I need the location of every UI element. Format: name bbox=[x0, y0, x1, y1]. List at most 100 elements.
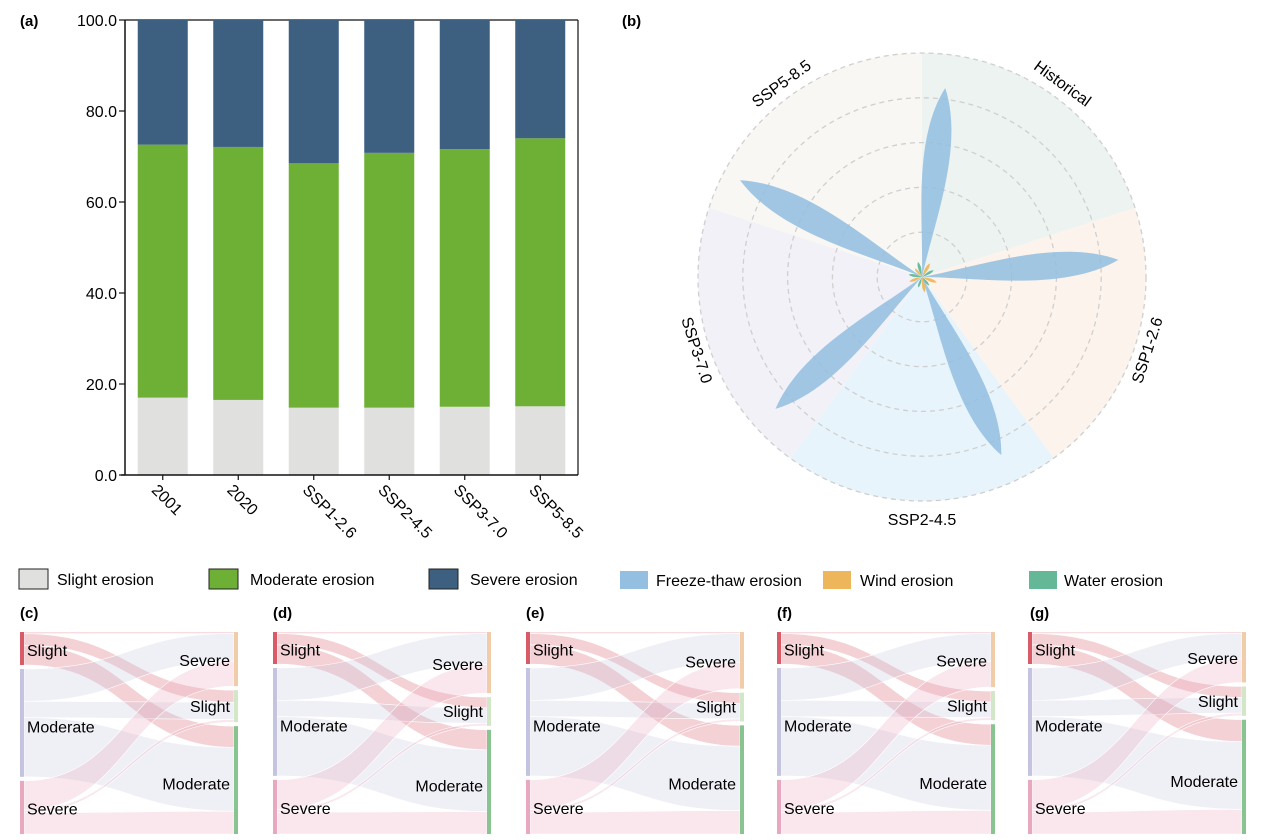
sankey-panel-g: Slight Moderate Severe Severe Slight Moderate bbox=[1028, 631, 1246, 835]
sankey-node-left-moderate bbox=[1028, 668, 1032, 776]
sankey-node-right-slight bbox=[487, 697, 491, 726]
sankey-link-severe-to-slight bbox=[276, 722, 488, 813]
legend-swatch-slight bbox=[18, 568, 49, 590]
sankey-node-right-moderate bbox=[1242, 719, 1246, 834]
sankey-node-right-severe bbox=[991, 632, 995, 688]
sankey-node-label-left-severe: Severe bbox=[280, 801, 331, 818]
bar-severe-erosion-ssp1-2-6 bbox=[288, 20, 339, 164]
sankey-node-label-left-slight: Slight bbox=[280, 642, 321, 659]
sankey-node-left-severe bbox=[1028, 779, 1032, 834]
sankey-node-label-right-slight: Slight bbox=[696, 700, 737, 717]
x-tick-label: SSP3-7.0 bbox=[450, 482, 511, 543]
sankey-node-left-slight bbox=[273, 632, 277, 665]
sankey-node-left-moderate bbox=[20, 668, 24, 777]
sector-label-ssp2-4-5: SSP2-4.5 bbox=[888, 512, 957, 529]
sankey-node-left-slight bbox=[777, 632, 781, 665]
bar-moderate-erosion-2001 bbox=[137, 144, 188, 398]
sankey-node-right-severe bbox=[740, 632, 744, 689]
petal-freeze-thaw-erosion-ssp2-4-5 bbox=[922, 277, 1002, 456]
bar-slight-erosion-ssp3-7-0 bbox=[439, 406, 490, 475]
bar-slight-erosion-ssp2-4-5 bbox=[364, 407, 415, 475]
sankey-link-slight-to-severe bbox=[23, 631, 235, 634]
x-tick-label: 2020 bbox=[223, 482, 260, 519]
sankey-panels: Slight Moderate Severe Severe Slight Moderate… bbox=[20, 631, 1246, 835]
petal-wind-erosion-4 bbox=[914, 268, 922, 277]
sector-ssp3-7-0 bbox=[697, 207, 922, 459]
sankey-node-label-right-slight: Slight bbox=[443, 704, 484, 721]
sankey-link-slight-to-severe bbox=[780, 631, 992, 634]
sankey-node-right-moderate bbox=[740, 725, 744, 834]
sankey-node-label-left-severe: Severe bbox=[784, 801, 835, 818]
sankey-node-left-severe bbox=[20, 780, 24, 834]
y-tick-label: 80.0 bbox=[86, 104, 117, 121]
polar-petal-chart: HistoricalSSP1-2.6SSP2-4.5SSP3-7.0SSP5-8… bbox=[677, 52, 1167, 529]
sankey-node-label-left-moderate: Moderate bbox=[784, 719, 852, 736]
sankey-link-slight-to-severe bbox=[529, 631, 741, 634]
sankey-node-label-right-slight: Slight bbox=[947, 698, 988, 715]
bar-severe-erosion-2001 bbox=[137, 20, 188, 145]
sankey-node-label-left-slight: Slight bbox=[533, 642, 574, 659]
sankey-node-label-left-moderate: Moderate bbox=[27, 720, 95, 737]
legend-swatch-wind bbox=[823, 571, 851, 589]
sankey-link-slight-to-severe bbox=[1031, 631, 1243, 634]
sankey-panel-d: Slight Moderate Severe Severe Slight Moderate bbox=[273, 631, 491, 835]
x-tick-label: 2001 bbox=[148, 482, 185, 519]
bar-moderate-erosion-ssp5-8-5 bbox=[515, 138, 566, 407]
legend-swatch-water bbox=[1029, 571, 1057, 589]
petal-freeze-thaw-erosion-ssp3-7-0 bbox=[775, 277, 922, 409]
sankey-node-right-slight bbox=[740, 692, 744, 722]
legend-label-wind: Wind erosion bbox=[860, 573, 953, 590]
y-tick-label: 20.0 bbox=[86, 377, 117, 394]
bar-severe-erosion-2020 bbox=[213, 20, 264, 147]
legend-label-severe: Severe erosion bbox=[470, 572, 578, 589]
sankey-node-label-right-severe: Severe bbox=[685, 654, 736, 671]
legend-label-moderate: Moderate erosion bbox=[250, 572, 375, 589]
sector-ssp2-4-5 bbox=[790, 277, 1054, 502]
sector-ssp5-8-5 bbox=[708, 53, 922, 277]
bar-moderate-erosion-ssp1-2-6 bbox=[288, 163, 339, 408]
sankey-node-left-moderate bbox=[273, 668, 277, 776]
sankey-node-right-moderate bbox=[991, 724, 995, 834]
bar-severe-erosion-ssp5-8-5 bbox=[515, 20, 566, 139]
petal-freeze-thaw-erosion-historical bbox=[921, 88, 952, 277]
sankey-node-left-severe bbox=[273, 779, 277, 834]
legend-item-water: Water erosion bbox=[1029, 571, 1163, 590]
x-tick-label: SSP5-8.5 bbox=[525, 482, 586, 543]
x-tick-label: SSP1-2.6 bbox=[299, 482, 360, 543]
y-tick-label: 0.0 bbox=[95, 468, 117, 485]
legend-item-freeze-thaw: Freeze-thaw erosion bbox=[620, 571, 802, 590]
bar-slight-erosion-2001 bbox=[137, 397, 188, 475]
bar-slight-erosion-ssp1-2-6 bbox=[288, 407, 339, 475]
petal-water-erosion-1 bbox=[922, 277, 930, 286]
sankey-node-left-moderate bbox=[526, 668, 530, 776]
petal-water-erosion-0 bbox=[922, 270, 934, 277]
legend: Slight erosion Moderate erosion Severe e… bbox=[18, 568, 1163, 590]
sankey-node-label-right-moderate: Moderate bbox=[1170, 774, 1238, 791]
petal-wind-erosion-3 bbox=[909, 277, 922, 282]
sankey-node-label-right-moderate: Moderate bbox=[415, 778, 483, 795]
sankey-node-right-moderate bbox=[234, 726, 238, 834]
sankey-node-right-slight bbox=[1242, 686, 1246, 716]
sankey-node-label-left-moderate: Moderate bbox=[1035, 719, 1103, 736]
panel-label-c: (c) bbox=[20, 605, 38, 622]
legend-label-freeze-thaw: Freeze-thaw erosion bbox=[656, 573, 802, 590]
sankey-node-label-right-severe: Severe bbox=[1187, 651, 1238, 668]
legend-label-slight: Slight erosion bbox=[57, 572, 154, 589]
sankey-link-slight-to-severe bbox=[276, 631, 488, 634]
sankey-node-label-right-slight: Slight bbox=[1198, 694, 1239, 711]
sankey-node-right-slight bbox=[234, 690, 238, 723]
sankey-panel-e: Slight Moderate Severe Severe Slight Moderate bbox=[526, 631, 744, 835]
sankey-node-label-left-severe: Severe bbox=[27, 801, 78, 818]
panel-label-a: (a) bbox=[20, 13, 38, 30]
sankey-node-label-left-severe: Severe bbox=[1035, 801, 1086, 818]
x-tick-label: SSP2-4.5 bbox=[374, 482, 435, 543]
sankey-node-left-slight bbox=[1028, 632, 1032, 665]
legend-item-severe: Severe erosion bbox=[428, 568, 578, 590]
sankey-node-label-left-slight: Slight bbox=[27, 643, 68, 660]
y-tick-label: 100.0 bbox=[77, 13, 117, 30]
sankey-node-right-severe bbox=[487, 632, 491, 694]
bar-moderate-erosion-2020 bbox=[213, 146, 264, 400]
sankey-node-label-right-slight: Slight bbox=[190, 699, 231, 716]
grid-ring bbox=[697, 52, 1147, 502]
sankey-node-left-slight bbox=[20, 632, 24, 665]
